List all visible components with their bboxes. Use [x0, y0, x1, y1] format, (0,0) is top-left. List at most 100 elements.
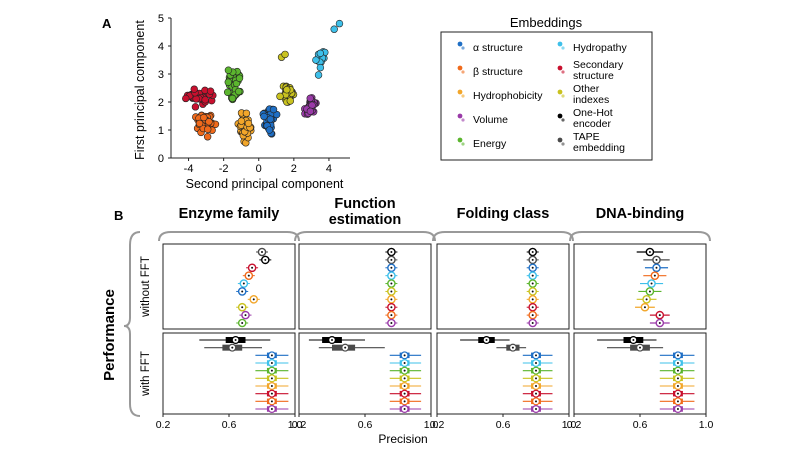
- median-dot-volume: [390, 322, 393, 324]
- legend-dot-hydrophobicity: [457, 89, 463, 95]
- median-dot-energy: [531, 282, 534, 285]
- median-dot-onehot: [331, 339, 333, 341]
- x-tick-label: 1.0: [562, 419, 577, 431]
- legend-label-other-line2: indexes: [573, 94, 609, 106]
- x-tick-label: 0.2: [292, 419, 307, 431]
- median-dot-hydropathy: [676, 362, 679, 364]
- scatter-point-hydrophobicity: [244, 119, 253, 128]
- median-dot-hydropathy: [403, 362, 406, 364]
- performance-brace: [123, 231, 141, 417]
- median-dot-beta: [390, 314, 393, 317]
- panel-a-label: A: [102, 16, 112, 31]
- median-dot-other: [645, 298, 648, 301]
- legend-dot-hydropathy: [561, 46, 565, 50]
- median-dot-tape: [344, 346, 347, 349]
- median-dot-beta: [653, 274, 656, 277]
- legend-dot-onehot: [557, 113, 563, 119]
- median-dot-secondary: [658, 314, 661, 317]
- median-dot-beta: [247, 274, 250, 277]
- scatter-point-hydropathy: [330, 25, 338, 33]
- legend-box: [440, 31, 653, 161]
- with-fft-label: with FFT: [140, 351, 152, 397]
- y-tick-label: 0: [158, 153, 164, 165]
- scatter-plot: 0 1 2 3 4 5 -4 -2 0 2 4 Second principal component F…: [133, 13, 350, 191]
- panel-brace: [432, 231, 574, 242]
- legend-title: Embeddings: [510, 15, 583, 30]
- panel-title: DNA-binding: [596, 206, 685, 222]
- median-dot-tape: [511, 346, 514, 349]
- median-dot-tape: [655, 258, 658, 261]
- median-dot-alpha: [403, 354, 406, 357]
- median-dot-hydropathy: [531, 274, 534, 277]
- scatter-point-beta: [200, 113, 208, 122]
- scatter-point-volume: [308, 101, 316, 109]
- x-tick-label: -4: [184, 163, 194, 175]
- y-tick-label: 3: [158, 69, 164, 81]
- median-dot-hydropathy: [270, 362, 273, 364]
- median-dot-other: [403, 377, 406, 380]
- legend-label-secondary-line1: Secondary: [573, 59, 624, 71]
- legend-dot-tape: [561, 142, 565, 146]
- legend-dot-other: [557, 89, 563, 95]
- panel-title-line1: Function: [334, 196, 395, 212]
- scatter-point-alpha: [269, 105, 278, 114]
- x-tick-label: 1.0: [424, 419, 439, 431]
- scatter-point-energy: [223, 88, 232, 96]
- median-dot-onehot: [264, 258, 267, 261]
- scatter-point-beta: [203, 133, 212, 141]
- median-dot-hydrophobicity: [390, 298, 393, 301]
- plot-frame-without-fft: [573, 243, 707, 330]
- legend-label-hydrophobicity: Hydrophobicity: [473, 90, 543, 102]
- plot-frame-without-fft: [162, 243, 296, 330]
- median-dot-hydrophobicity: [535, 385, 537, 387]
- median-dot-secondary: [535, 392, 537, 395]
- legend-dot-energy: [457, 137, 463, 143]
- x-tick-label: 1.0: [699, 419, 714, 431]
- median-dot-tape: [639, 346, 641, 349]
- median-dot-other: [531, 290, 534, 293]
- x-tick-label: 1.0: [288, 419, 303, 431]
- legend-dot-hydropathy: [557, 41, 563, 47]
- legend-dot-volume: [461, 118, 465, 122]
- legend-dot-secondary: [561, 70, 565, 74]
- scatter-point-secondary: [192, 95, 200, 103]
- median-dot-hydrophobicity: [403, 385, 406, 387]
- panel-b: without FFT with FFT Enzyme family 0.2 0.6 1.…: [123, 196, 714, 431]
- scatter-point-energy: [224, 66, 233, 74]
- y-tick-label: 2: [158, 97, 164, 109]
- scatter-point-energy: [228, 94, 237, 103]
- x-tick-label: 4: [326, 163, 332, 175]
- median-dot-other: [270, 377, 273, 380]
- legend-dot-secondary: [557, 65, 563, 71]
- median-dot-onehot: [648, 251, 651, 253]
- x-axis-title: Second principal component: [186, 177, 344, 191]
- median-dot-other: [390, 290, 393, 293]
- median-dot-secondary: [390, 306, 393, 309]
- median-dot-other: [676, 377, 679, 380]
- scatter-point-other: [281, 50, 289, 59]
- legend-dot-onehot: [561, 118, 565, 122]
- legend-label-tape-line1: TAPE: [573, 131, 600, 143]
- median-dot-energy: [403, 369, 406, 372]
- median-dot-energy: [676, 369, 679, 372]
- median-dot-hydropathy: [242, 282, 245, 285]
- median-dot-tape: [531, 258, 534, 261]
- legend-label-onehot-line1: One-Hot: [573, 107, 613, 119]
- scatter-point-hydrophobicity: [237, 117, 246, 125]
- scatter-point-other: [276, 92, 284, 101]
- median-dot-beta: [531, 314, 534, 317]
- legend-label-secondary-line2: structure: [573, 70, 614, 82]
- scatter-point-beta: [205, 118, 213, 126]
- median-dot-volume: [658, 322, 661, 324]
- median-dot-alpha: [655, 266, 658, 269]
- scatter-point-energy: [235, 74, 244, 82]
- scatter-point-beta: [204, 125, 212, 133]
- scatter-point-hydropathy: [335, 19, 344, 28]
- scatter-point-alpha: [260, 112, 268, 121]
- median-dot-alpha: [241, 290, 244, 293]
- plot-frame-without-fft: [298, 243, 432, 330]
- median-dot-hydropathy: [390, 274, 393, 277]
- median-dot-volume: [270, 408, 273, 410]
- median-dot-alpha: [676, 354, 679, 357]
